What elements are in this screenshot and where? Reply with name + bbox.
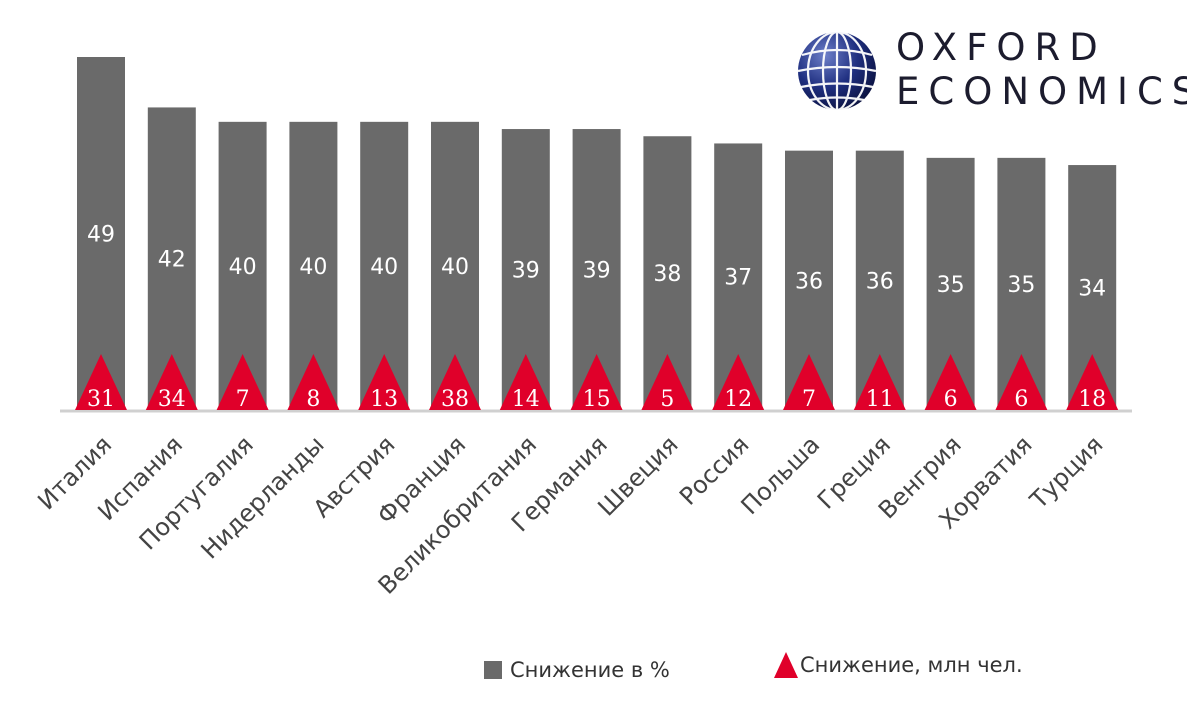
bar-value-label: 40 xyxy=(441,255,469,280)
triangle-value-label: 31 xyxy=(87,387,115,412)
bar-value-label: 35 xyxy=(937,273,965,298)
triangle-value-label: 8 xyxy=(306,387,320,412)
bar-value-label: 35 xyxy=(1007,273,1035,298)
triangle-8 xyxy=(570,354,623,410)
triangle-1 xyxy=(75,354,127,410)
logo-line2: ECONOMICS xyxy=(896,70,1187,113)
triangle-value-label: 7 xyxy=(236,387,250,412)
legend-triangles-label: Снижение, млн чел. xyxy=(800,653,1023,677)
triangle-value-label: 15 xyxy=(583,387,611,412)
legend: Снижение в % Снижение, млн чел. xyxy=(0,650,1187,690)
triangle-value-label: 38 xyxy=(441,387,469,412)
bar-value-label: 40 xyxy=(229,255,257,280)
triangle-3 xyxy=(216,354,269,410)
triangle-value-label: 11 xyxy=(866,387,894,412)
bar-value-label: 37 xyxy=(724,266,752,291)
bar-value-label: 36 xyxy=(795,269,823,294)
triangle-value-label: 5 xyxy=(660,387,674,412)
oxford-economics-logo: OXFORD ECONOMICS xyxy=(796,26,1187,116)
bar-value-label: 36 xyxy=(866,269,894,294)
triangle-4 xyxy=(287,354,340,410)
triangle-value-label: 34 xyxy=(158,387,186,412)
bar-value-label: 38 xyxy=(653,262,681,287)
bar-value-label: 39 xyxy=(512,259,540,284)
category-label: Турция xyxy=(1024,430,1108,514)
globe-icon xyxy=(797,30,877,112)
triangle-9 xyxy=(641,354,694,410)
legend-bar-swatch xyxy=(484,661,502,679)
triangle-13 xyxy=(924,354,977,410)
triangle-value-label: 18 xyxy=(1078,387,1106,412)
triangle-value-label: 14 xyxy=(512,387,540,412)
triangle-14 xyxy=(995,354,1048,410)
triangle-value-label: 7 xyxy=(802,387,816,412)
triangle-value-label: 12 xyxy=(724,387,752,412)
triangle-12 xyxy=(853,354,906,410)
triangle-5 xyxy=(358,354,411,410)
logo-line1: OXFORD xyxy=(896,26,1107,69)
bar-value-label: 49 xyxy=(87,223,115,248)
triangle-7 xyxy=(499,354,552,410)
bar-value-label: 39 xyxy=(583,259,611,284)
bar-value-label: 40 xyxy=(370,255,398,280)
triangle-10 xyxy=(712,354,765,410)
triangle-11 xyxy=(783,354,835,410)
triangle-2 xyxy=(145,354,198,410)
category-label: Польша xyxy=(736,430,826,520)
bar-value-label: 40 xyxy=(299,255,327,280)
legend-triangle-swatch xyxy=(774,652,798,678)
triangle-value-label: 6 xyxy=(944,387,958,412)
triangles-group xyxy=(75,354,1119,410)
triangle-6 xyxy=(429,354,481,410)
category-label: Нидерланды xyxy=(196,430,330,564)
legend-bars-label: Снижение в % xyxy=(510,658,670,682)
legend-item-triangles: Снижение, млн чел. xyxy=(774,652,1023,678)
triangle-15 xyxy=(1066,354,1119,410)
bar-value-label: 42 xyxy=(158,248,186,273)
legend-item-bars: Снижение в % xyxy=(484,658,670,682)
triangle-value-label: 13 xyxy=(370,387,398,412)
triangle-value-label: 6 xyxy=(1014,387,1028,412)
bar-1 xyxy=(77,57,125,410)
bar-value-label: 34 xyxy=(1078,277,1106,302)
